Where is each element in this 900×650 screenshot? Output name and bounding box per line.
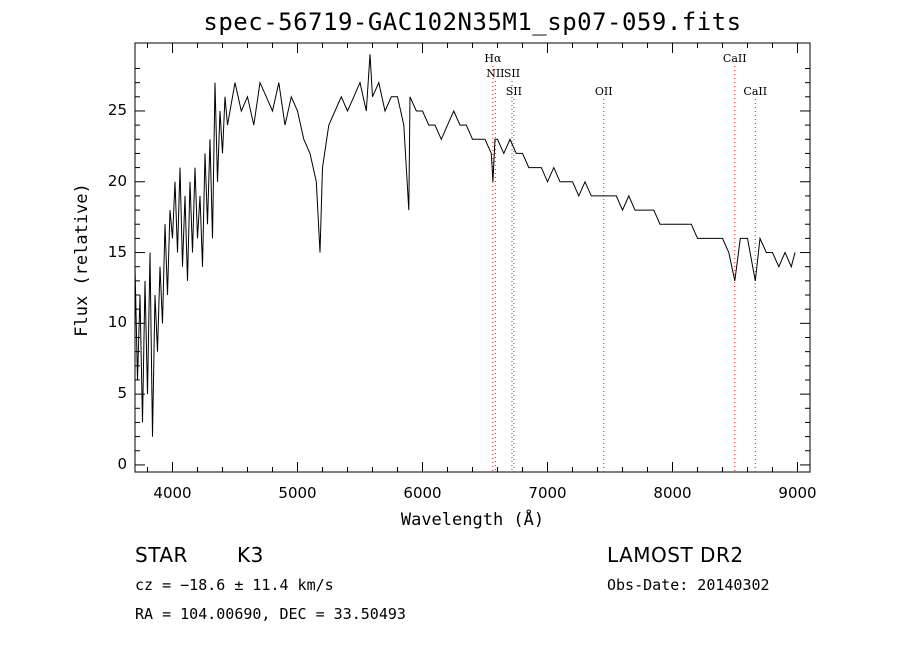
spectrum-line — [135, 54, 796, 437]
y-tick-label: 0 — [117, 454, 127, 473]
emission-line-label: SII — [505, 85, 522, 98]
spectral-subclass: K3 — [237, 543, 264, 567]
x-axis-label: Wavelength (Å) — [400, 510, 545, 530]
x-tick-label: 6000 — [403, 484, 442, 502]
y-tick-label: 10 — [107, 313, 127, 332]
y-tick-label: 25 — [107, 100, 127, 119]
redshift-velocity: cz = −18.6 ± 11.4 km/s — [135, 576, 334, 594]
emission-line-label: Hα — [484, 52, 502, 65]
survey-name: LAMOST DR2 — [607, 543, 744, 567]
x-tick-label: 5000 — [278, 484, 317, 502]
y-axis-label: Flux (relative) — [72, 183, 92, 337]
emission-line-label: OII — [594, 85, 613, 98]
x-tick-label: 7000 — [528, 484, 567, 502]
x-tick-label: 4000 — [153, 484, 192, 502]
chart-title: spec-56719-GAC102N35M1_sp07-059.fits — [203, 8, 742, 36]
plot-frame — [134, 42, 811, 473]
emission-line-label: CaII — [743, 85, 768, 98]
object-class: STAR — [135, 543, 188, 567]
y-tick-label: 20 — [107, 171, 127, 190]
x-tick-label: 9000 — [778, 484, 817, 502]
x-tick-label: 8000 — [653, 484, 692, 502]
emission-line-label: SII — [503, 67, 521, 80]
emission-line-label: CaII — [722, 52, 747, 65]
y-tick-label: 15 — [107, 242, 127, 261]
sky-coordinates: RA = 104.00690, DEC = 33.50493 — [135, 605, 406, 623]
y-tick-label: 5 — [117, 384, 127, 403]
observation-date: Obs-Date: 20140302 — [607, 576, 770, 594]
emission-line-label: NII — [486, 67, 505, 80]
